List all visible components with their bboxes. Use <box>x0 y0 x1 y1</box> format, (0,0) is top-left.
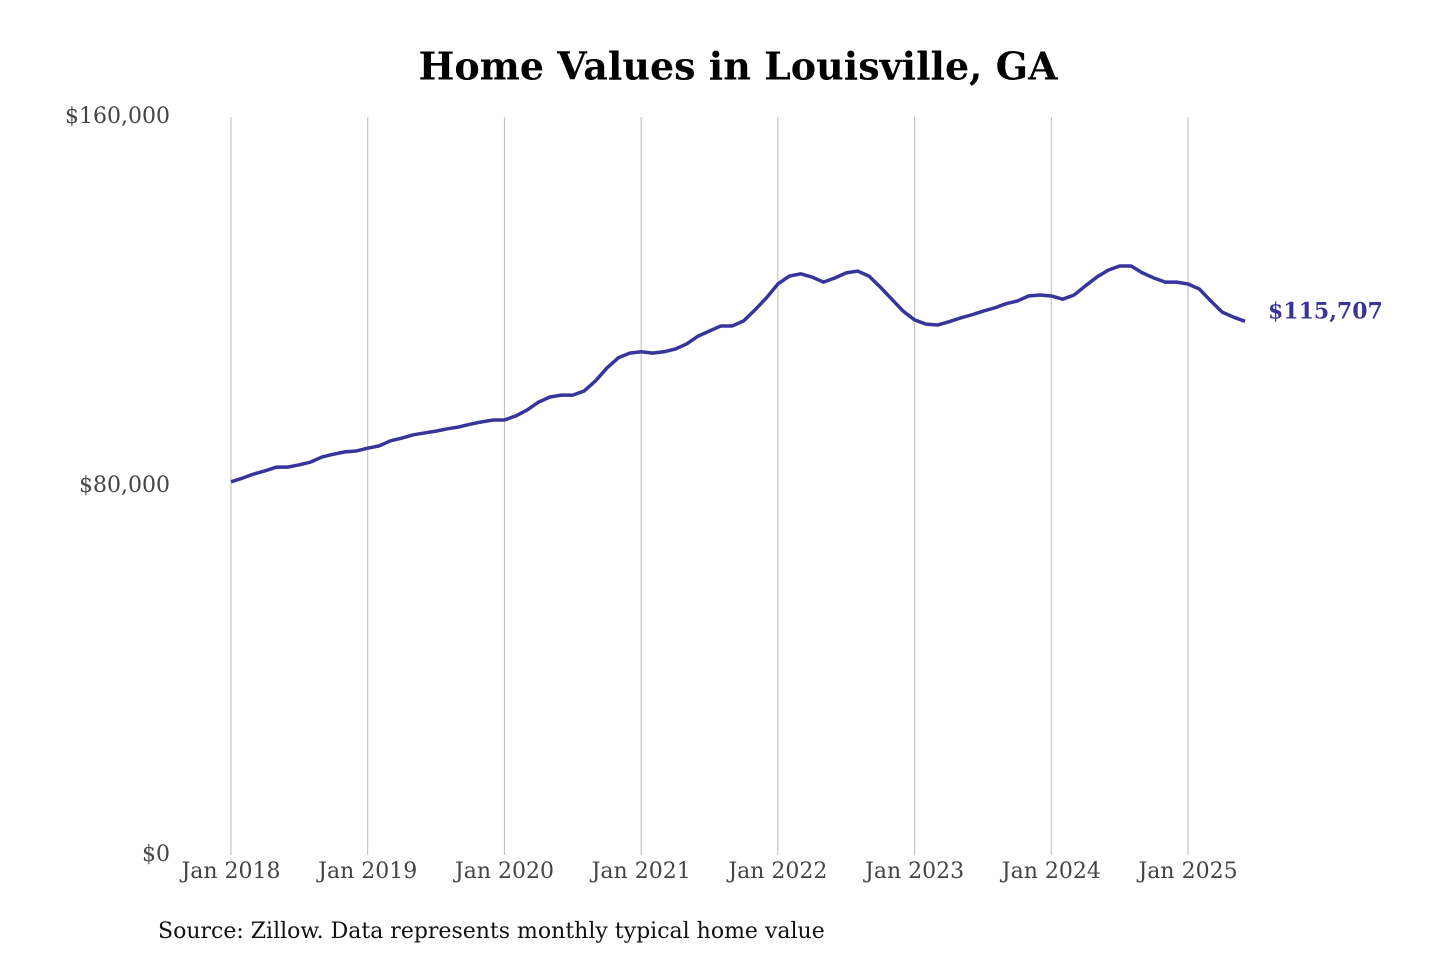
x-tick-label: Jan 2020 <box>453 859 554 884</box>
y-tick-label: $80,000 <box>79 473 170 498</box>
x-tick-label: Jan 2025 <box>1136 859 1237 884</box>
x-tick-label: Jan 2024 <box>1000 859 1101 884</box>
x-tick-label: Jan 2023 <box>863 859 964 884</box>
value-label: $115,707 <box>1268 298 1383 324</box>
line <box>230 264 1246 484</box>
y-tick-label: $160,000 <box>65 104 170 129</box>
y-tick-label: $0 <box>142 842 170 867</box>
chart-title: Home Values in Louisville, GA <box>418 44 1058 89</box>
x-tick-label: Jan 2021 <box>590 859 691 884</box>
source-note: Source: Zillow. Data represents monthly … <box>158 919 825 944</box>
x-tick-label: Jan 2018 <box>179 859 280 884</box>
x-tick-label: Jan 2022 <box>726 859 827 884</box>
x-tick-label: Jan 2019 <box>316 859 417 884</box>
